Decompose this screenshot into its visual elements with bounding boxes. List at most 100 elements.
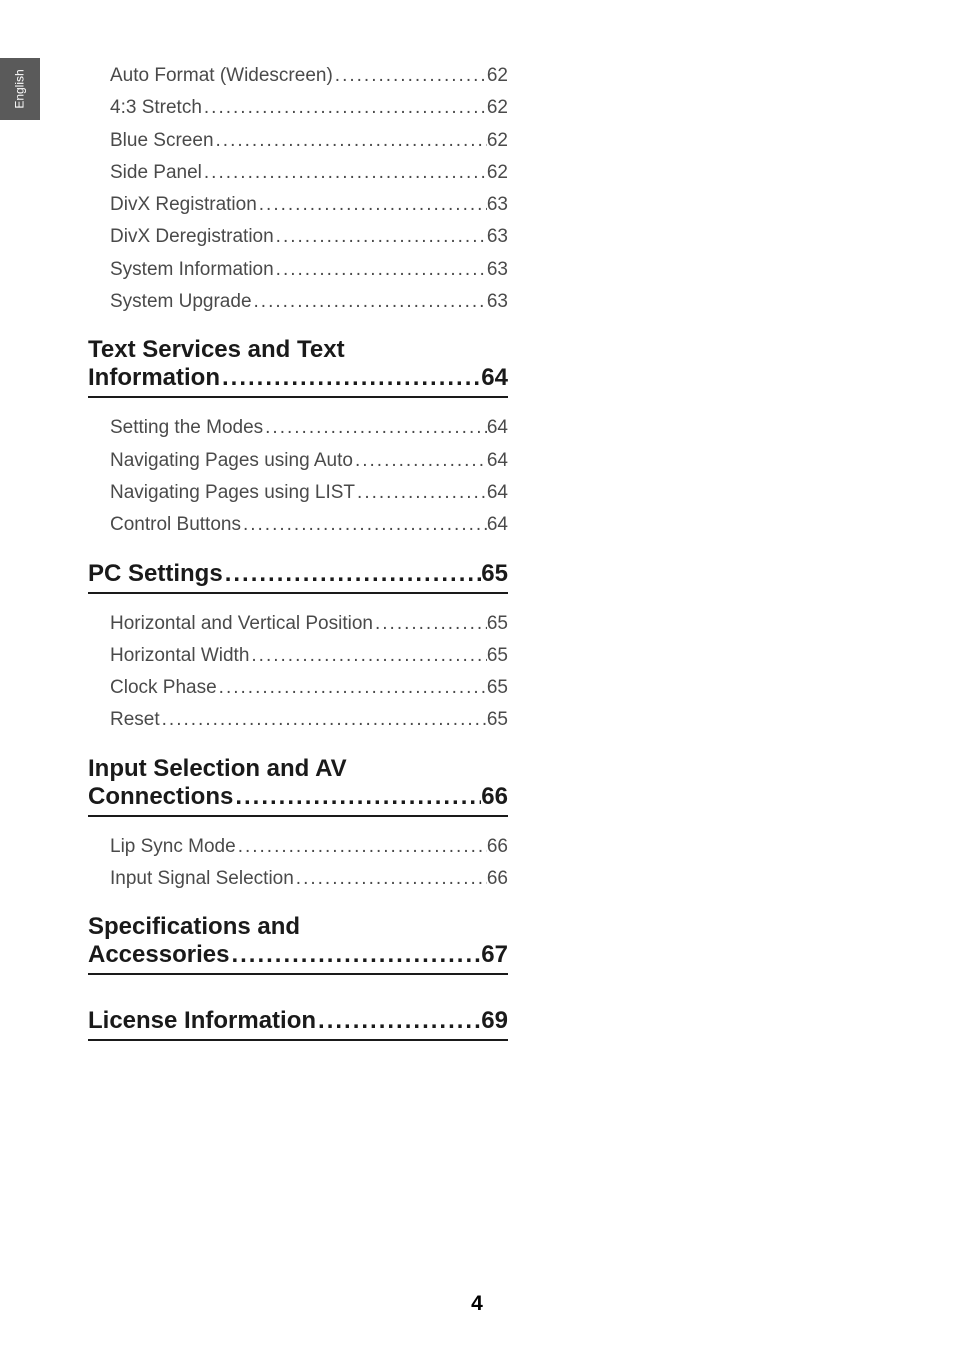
toc-label: Auto Format (Widescreen) <box>110 60 333 92</box>
toc-page: 63 <box>487 286 508 318</box>
toc-heading-row: Connections 66 <box>88 783 508 811</box>
toc-entry: Clock Phase 65 <box>88 672 508 704</box>
toc-entry: Control Buttons 64 <box>88 509 508 541</box>
toc-heading-leader <box>229 941 481 969</box>
toc-entry: Auto Format (Widescreen) 62 <box>88 60 508 92</box>
toc-heading-line1: Input Selection and AV <box>88 755 508 783</box>
toc-leader <box>274 254 487 286</box>
heading-rule <box>88 592 508 594</box>
toc-label: Input Signal Selection <box>110 863 294 895</box>
toc-label: Lip Sync Mode <box>110 831 236 863</box>
toc-heading-line2: Information <box>88 364 220 392</box>
toc-leader <box>355 477 487 509</box>
toc-leader <box>214 125 487 157</box>
toc-label: System Information <box>110 254 274 286</box>
toc-label: Clock Phase <box>110 672 217 704</box>
toc-label: Horizontal and Vertical Position <box>110 608 373 640</box>
toc-entry: Side Panel 62 <box>88 157 508 189</box>
toc-heading-leader <box>316 1007 481 1035</box>
toc-leader <box>294 863 487 895</box>
toc-page: 65 <box>487 704 508 736</box>
toc-entry: Reset 65 <box>88 704 508 736</box>
toc-entry: DivX Deregistration 63 <box>88 221 508 253</box>
toc-heading-row: License Information 69 <box>88 1007 508 1035</box>
toc-entry: Setting the Modes 64 <box>88 412 508 444</box>
toc-entry: Input Signal Selection 66 <box>88 863 508 895</box>
toc-leader <box>353 445 487 477</box>
toc-page: 65 <box>487 608 508 640</box>
toc-label: Control Buttons <box>110 509 241 541</box>
toc-label: DivX Registration <box>110 189 257 221</box>
toc-entry: Horizontal and Vertical Position 65 <box>88 608 508 640</box>
toc-leader <box>263 412 487 444</box>
toc-page: 64 <box>487 445 508 477</box>
toc-entry: System Information 63 <box>88 254 508 286</box>
toc-entry: 4:3 Stretch 62 <box>88 92 508 124</box>
heading-rule <box>88 1039 508 1041</box>
toc-heading-leader <box>223 560 482 588</box>
toc-leader <box>160 704 487 736</box>
toc-entry: Horizontal Width 65 <box>88 640 508 672</box>
toc-heading-page: 64 <box>481 364 508 392</box>
toc-label: System Upgrade <box>110 286 252 318</box>
toc-entry: Navigating Pages using Auto 64 <box>88 445 508 477</box>
toc-leader <box>257 189 487 221</box>
toc-heading-line1: Text Services and Text <box>88 336 508 364</box>
toc-entry: Lip Sync Mode 66 <box>88 831 508 863</box>
toc-page: 64 <box>487 509 508 541</box>
toc-heading-page: 67 <box>481 941 508 969</box>
toc-page: 63 <box>487 189 508 221</box>
page-number: 4 <box>0 1292 954 1316</box>
toc-leader <box>236 831 487 863</box>
toc-heading-line2: Connections <box>88 783 233 811</box>
toc-leader <box>202 92 487 124</box>
toc-heading: License Information <box>88 1007 316 1035</box>
toc-leader <box>241 509 487 541</box>
toc-page: 62 <box>487 125 508 157</box>
toc-page: 64 <box>487 412 508 444</box>
toc-label: Side Panel <box>110 157 202 189</box>
toc-heading-leader <box>220 364 481 392</box>
toc-heading-line1: Specifications and <box>88 913 508 941</box>
toc-page: 65 <box>487 672 508 704</box>
toc-heading-row: PC Settings 65 <box>88 560 508 588</box>
toc-page: 63 <box>487 221 508 253</box>
toc-label: Navigating Pages using LIST <box>110 477 355 509</box>
toc-entry: System Upgrade 63 <box>88 286 508 318</box>
toc-label: Reset <box>110 704 160 736</box>
toc-heading-page: 66 <box>481 783 508 811</box>
toc-heading-row: Accessories 67 <box>88 941 508 969</box>
heading-rule <box>88 396 508 398</box>
toc-heading-page: 69 <box>481 1007 508 1035</box>
toc-heading-page: 65 <box>481 560 508 588</box>
toc-heading: PC Settings <box>88 560 223 588</box>
toc-page: 62 <box>487 92 508 124</box>
toc-page: 63 <box>487 254 508 286</box>
toc-page: 66 <box>487 831 508 863</box>
toc-page: 64 <box>487 477 508 509</box>
language-tab: English <box>0 58 40 120</box>
toc-leader <box>252 286 487 318</box>
toc-page: 65 <box>487 640 508 672</box>
toc-label: DivX Deregistration <box>110 221 274 253</box>
language-label: English <box>13 69 27 108</box>
toc-heading-leader <box>233 783 481 811</box>
toc-page: 66 <box>487 863 508 895</box>
toc-entry: DivX Registration 63 <box>88 189 508 221</box>
toc-label: Navigating Pages using Auto <box>110 445 353 477</box>
heading-rule <box>88 973 508 975</box>
toc-leader <box>202 157 487 189</box>
toc-heading-row: Information 64 <box>88 364 508 392</box>
toc-entry: Navigating Pages using LIST 64 <box>88 477 508 509</box>
toc-page: 62 <box>487 60 508 92</box>
toc-label: Blue Screen <box>110 125 214 157</box>
toc-page: 62 <box>487 157 508 189</box>
toc-leader <box>333 60 487 92</box>
toc-heading-line2: Accessories <box>88 941 229 969</box>
toc-leader <box>217 672 487 704</box>
toc-leader <box>373 608 487 640</box>
toc-entry: Blue Screen 62 <box>88 125 508 157</box>
toc-label: 4:3 Stretch <box>110 92 202 124</box>
toc-leader <box>274 221 487 253</box>
toc-leader <box>249 640 486 672</box>
